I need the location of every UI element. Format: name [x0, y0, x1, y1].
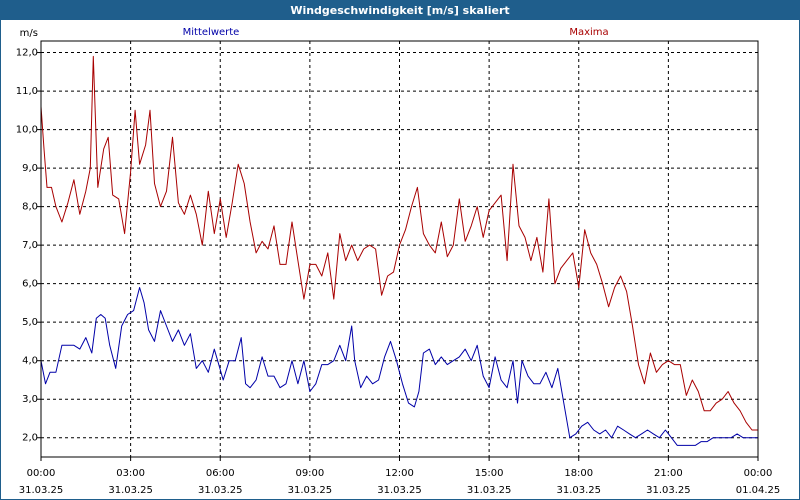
- series-line-mittelwerte: [40, 287, 758, 446]
- grid-lines: [41, 41, 758, 457]
- x-tick-time: 15:00: [475, 468, 504, 479]
- x-tick-date: 31.03.25: [108, 485, 153, 496]
- x-tick-date: 31.03.25: [198, 485, 243, 496]
- axes: [37, 40, 759, 461]
- y-tick-label: 3,0: [22, 394, 38, 405]
- series-lines: [40, 55, 758, 446]
- y-tick-label: 9,0: [22, 163, 38, 174]
- x-tick-time: 03:00: [116, 468, 145, 479]
- y-tick-label: 6,0: [22, 279, 38, 290]
- legend: Mittelwerte Maxima: [183, 27, 609, 38]
- series-line-maxima: [40, 55, 758, 431]
- y-tick-label: 10,0: [16, 125, 38, 136]
- x-tick-time: 09:00: [295, 468, 324, 479]
- x-tick-time: 00:00: [744, 468, 773, 479]
- x-tick-time: 12:00: [385, 468, 414, 479]
- x-tick-date: 31.03.25: [646, 485, 691, 496]
- y-tick-label: 12,0: [16, 48, 38, 59]
- plot-frame: [40, 40, 759, 458]
- y-tick-label: 11,0: [16, 86, 38, 97]
- legend-label-maxima: Maxima: [569, 27, 608, 38]
- x-tick-date: 31.03.25: [288, 485, 333, 496]
- x-tick-time: 18:00: [564, 468, 593, 479]
- wind-speed-chart: 2,0 3,0 4,0 5,0 6,0 7,0 8,0 9,0 10,0 11,0 12,0 00:0…: [16, 27, 781, 496]
- x-tick-date: 31.03.25: [19, 485, 64, 496]
- axis-labels: 2,0 3,0 4,0 5,0 6,0 7,0 8,0 9,0 10,0 11,0 12,0 00:0…: [16, 28, 781, 496]
- x-tick-time: 21:00: [654, 468, 683, 479]
- y-tick-label: 5,0: [22, 317, 38, 328]
- y-axis-unit: m/s: [20, 28, 38, 39]
- window-title: Windgeschwindigkeit [m/s] skaliert: [1, 1, 799, 20]
- x-tick-time: 00:00: [27, 468, 56, 479]
- x-tick-date: 31.03.25: [467, 485, 512, 496]
- x-tick-date: 31.03.25: [556, 485, 601, 496]
- x-tick-date: 31.03.25: [377, 485, 422, 496]
- y-tick-label: 4,0: [22, 356, 38, 367]
- y-tick-label: 7,0: [22, 240, 38, 251]
- x-tick-date: 01.04.25: [736, 485, 781, 496]
- legend-label-mittelwerte: Mittelwerte: [183, 27, 240, 38]
- x-tick-time: 06:00: [206, 468, 235, 479]
- y-tick-label: 2,0: [22, 433, 38, 444]
- y-tick-label: 8,0: [22, 202, 38, 213]
